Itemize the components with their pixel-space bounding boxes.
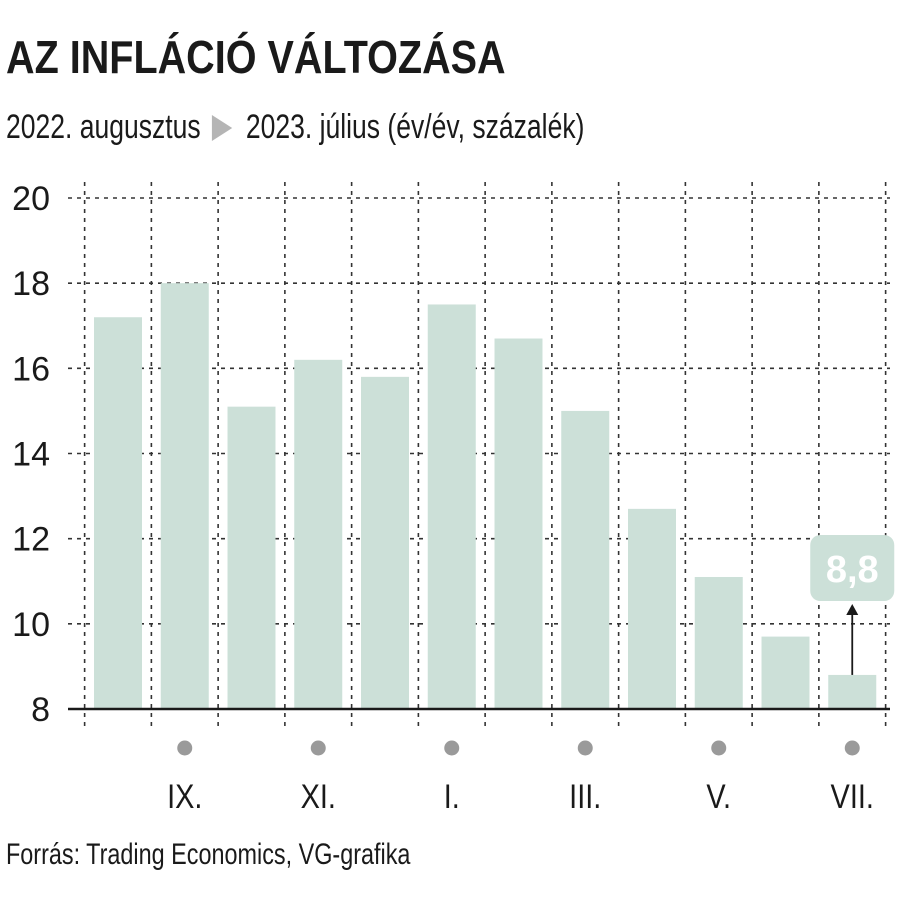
bar-I.: [427, 304, 476, 709]
x-tick-marker: [444, 740, 460, 756]
x-tick-marker: [711, 740, 727, 756]
arrow-up-icon: [846, 604, 859, 615]
tick-labels: 8 10 12 14 16 18 20 IX. XI. I. III. V. VII.: [12, 180, 874, 816]
y-tick-label: 10: [12, 606, 50, 644]
source-note: Forrás: Trading Economics, VG-grafika: [6, 838, 411, 871]
x-tick-label: V.: [706, 777, 731, 816]
x-tick-label: IX.: [167, 777, 202, 816]
y-tick-label: 14: [12, 436, 50, 474]
subtitle-end: 2023. július (év/év, százalék): [245, 108, 585, 146]
bar-VI.: [761, 636, 810, 709]
y-tick-label: 8: [31, 691, 50, 729]
y-tick-label: 12: [12, 521, 50, 559]
bars: [94, 283, 877, 709]
y-tick-label: 20: [12, 180, 50, 218]
bar-III.: [561, 410, 610, 709]
x-tick-label: XI.: [301, 777, 336, 816]
y-tick-label: 16: [12, 350, 50, 388]
bar-VII.: [828, 674, 877, 709]
x-tick-label: VII.: [831, 777, 874, 816]
callout-box: [810, 535, 895, 601]
x-tick-marker: [844, 740, 860, 756]
bar-XII.: [361, 376, 409, 709]
bar-II.: [494, 338, 543, 709]
y-tick-label: 18: [12, 265, 50, 303]
x-tick-label: I.: [444, 777, 460, 816]
bar-IV.: [628, 508, 676, 709]
play-arrow-icon: [211, 114, 232, 141]
chart-subtitle: 2022. augusztus 2023. július (év/év, szá…: [6, 108, 584, 147]
bar-X.: [227, 406, 276, 709]
bar-VIII.: [94, 317, 142, 709]
bar-IX.: [160, 283, 209, 709]
x-tick-label: III.: [569, 777, 601, 816]
x-tick-marker: [577, 740, 593, 756]
subtitle-start: 2022. augusztus: [6, 108, 201, 146]
chart-title: AZ INFLÁCIÓ VÁLTOZÁSA: [6, 31, 506, 83]
bar-XI.: [294, 359, 343, 709]
value-callout: 8,8: [810, 535, 895, 675]
x-tick-marker: [310, 740, 326, 756]
callout-value: 8,8: [826, 549, 879, 591]
x-tick-marker: [177, 740, 193, 756]
bar-V.: [694, 576, 743, 709]
